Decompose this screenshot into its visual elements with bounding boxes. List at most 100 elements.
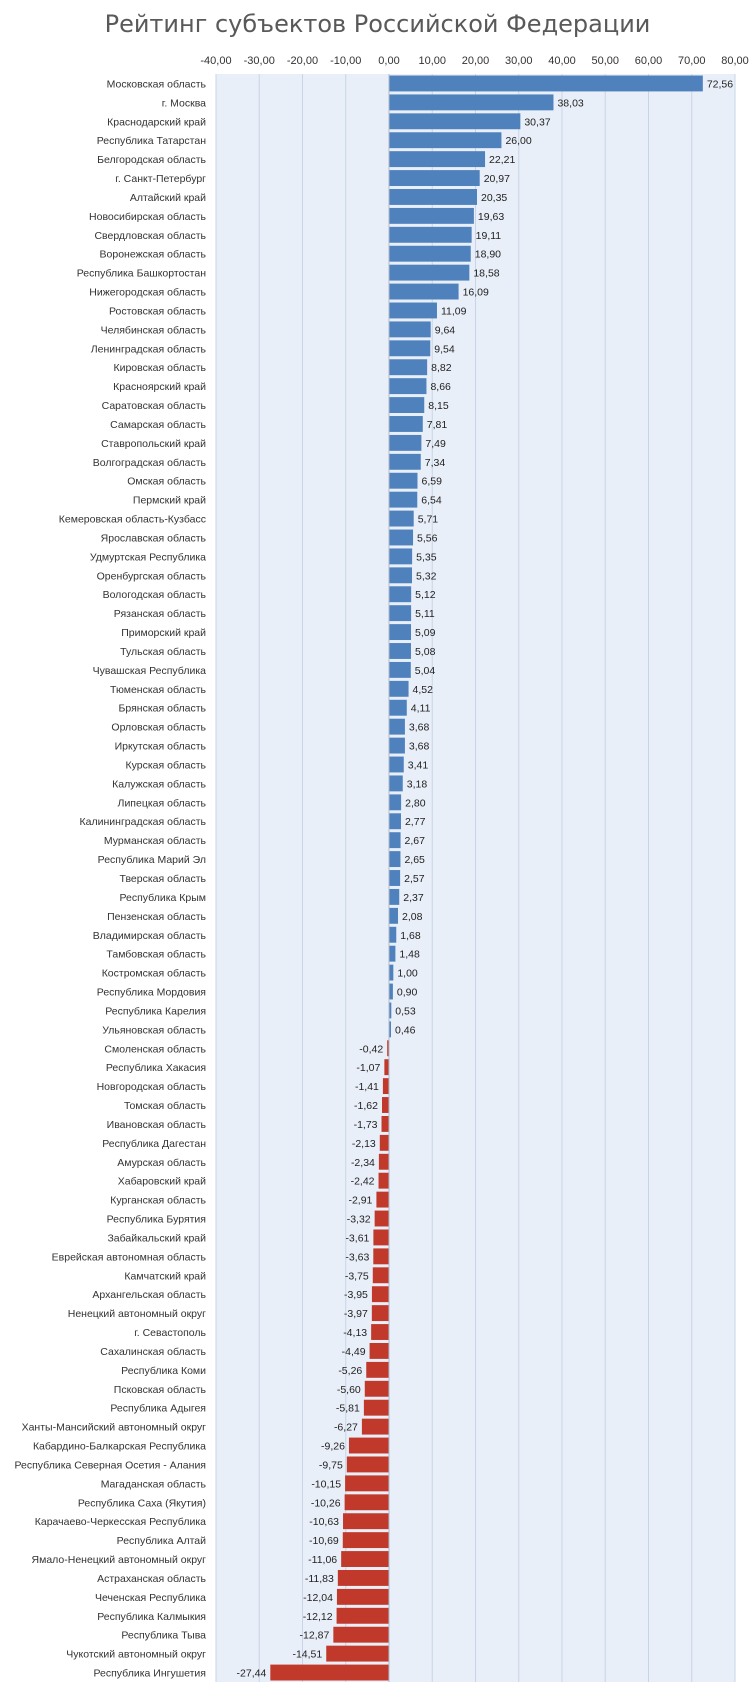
bar [389, 1002, 392, 1019]
data-label: 6,59 [422, 476, 443, 488]
bar [389, 945, 396, 962]
category-label: Пермский край [133, 495, 206, 507]
category-label: Костромская область [102, 968, 207, 980]
category-label: Республика Ингушетия [93, 1668, 206, 1680]
data-label: -1,41 [355, 1081, 379, 1093]
category-label: Архангельская область [92, 1289, 206, 1301]
data-label: 8,82 [431, 362, 452, 374]
category-label: Удмуртская Республика [90, 551, 206, 563]
category-label: Брянская область [119, 703, 207, 715]
data-label: -5,60 [337, 1384, 361, 1396]
bar [389, 340, 431, 357]
category-label: Кемеровская область-Кузбасс [59, 514, 206, 526]
data-label: 9,54 [434, 343, 455, 355]
category-label: Республика Бурятия [107, 1214, 206, 1226]
bar [389, 321, 431, 338]
data-label: -11,83 [305, 1573, 334, 1585]
bar [389, 756, 404, 773]
data-label: -3,63 [345, 1251, 369, 1263]
category-label: Республика Северная Осетия - Алания [14, 1459, 206, 1471]
bar [389, 264, 470, 281]
bar [389, 302, 437, 319]
data-label: 0,46 [395, 1024, 416, 1036]
bar [389, 699, 407, 716]
data-label: 16,09 [463, 287, 489, 299]
bar [389, 529, 414, 546]
x-tick-label: 70,00 [678, 55, 706, 67]
category-label: г. Москва [162, 97, 206, 109]
category-label: Сахалинская область [100, 1346, 206, 1358]
data-label: 18,58 [473, 268, 499, 280]
bar [389, 245, 471, 262]
data-label: -27,44 [237, 1668, 267, 1680]
category-label: Республика Крым [119, 892, 206, 904]
bar [389, 624, 412, 641]
bar [389, 813, 401, 830]
category-label: Хабаровский край [118, 1176, 206, 1188]
category-label: Ленинградская область [91, 343, 207, 355]
bar [389, 397, 425, 414]
bar [378, 1153, 389, 1170]
bar [389, 567, 413, 584]
data-label: 4,52 [413, 684, 434, 696]
bar [389, 737, 405, 754]
x-tick-label: 0,00 [378, 55, 399, 67]
category-label: Республика Карелия [105, 1005, 206, 1017]
bar [373, 1248, 389, 1265]
category-label: Республика Алтай [117, 1535, 206, 1547]
data-label: -5,81 [336, 1403, 360, 1415]
bar [384, 1059, 389, 1076]
bar [270, 1664, 389, 1681]
category-label: Камчатский край [124, 1270, 206, 1282]
category-label: Краснодарский край [107, 116, 206, 128]
data-label: 8,15 [428, 400, 449, 412]
category-label: Иркутская область [115, 741, 207, 753]
category-label: Новгородская область [97, 1081, 207, 1093]
bar [389, 359, 428, 376]
category-label: Республика Тыва [121, 1630, 206, 1642]
data-label: -3,95 [344, 1289, 368, 1301]
data-label: 5,35 [416, 551, 437, 563]
category-label: Ивановская область [107, 1119, 207, 1131]
data-label: 20,97 [484, 173, 510, 185]
data-label: -11,06 [308, 1554, 337, 1566]
data-label: 7,34 [425, 457, 446, 469]
data-label: 5,08 [415, 646, 436, 658]
data-label: 5,12 [415, 589, 436, 601]
category-label: Еврейская автономная область [52, 1251, 207, 1263]
bar [389, 794, 402, 811]
category-label: Ямало-Ненецкий автономный округ [32, 1554, 207, 1566]
bar [389, 661, 411, 678]
data-label: 2,80 [405, 797, 426, 809]
data-label: 2,57 [404, 873, 425, 885]
x-tick-label: 40,00 [548, 55, 576, 67]
x-tick-label: 80,00 [721, 55, 749, 67]
category-label: Калининградская область [80, 816, 207, 828]
bar [389, 680, 409, 697]
x-tick-label: 50,00 [591, 55, 619, 67]
category-label: Красноярский край [113, 381, 206, 393]
category-label: Республика Марий Эл [98, 854, 206, 866]
data-label: -10,63 [309, 1516, 339, 1528]
x-tick-label: -20,00 [287, 55, 318, 67]
category-label: Республика Дагестан [102, 1138, 206, 1150]
data-label: -2,13 [352, 1138, 376, 1150]
bar [389, 226, 472, 243]
bar [389, 964, 394, 981]
bar [389, 775, 403, 792]
bar [378, 1172, 389, 1189]
category-label: Республика Башкортостан [77, 268, 206, 280]
category-label: Омская область [127, 476, 206, 488]
data-label: -2,91 [348, 1195, 372, 1207]
category-label: Тульская область [120, 646, 206, 658]
bar [389, 926, 397, 943]
data-label: -3,32 [347, 1214, 371, 1226]
bar [389, 643, 411, 659]
data-label: 19,63 [478, 211, 504, 223]
category-label: Оренбургская область [97, 570, 207, 582]
bar [389, 1021, 391, 1038]
category-label: Ярославская область [101, 532, 207, 544]
data-label: 5,09 [415, 627, 436, 639]
x-tick-label: -40,00 [200, 55, 231, 67]
bar [374, 1210, 389, 1227]
